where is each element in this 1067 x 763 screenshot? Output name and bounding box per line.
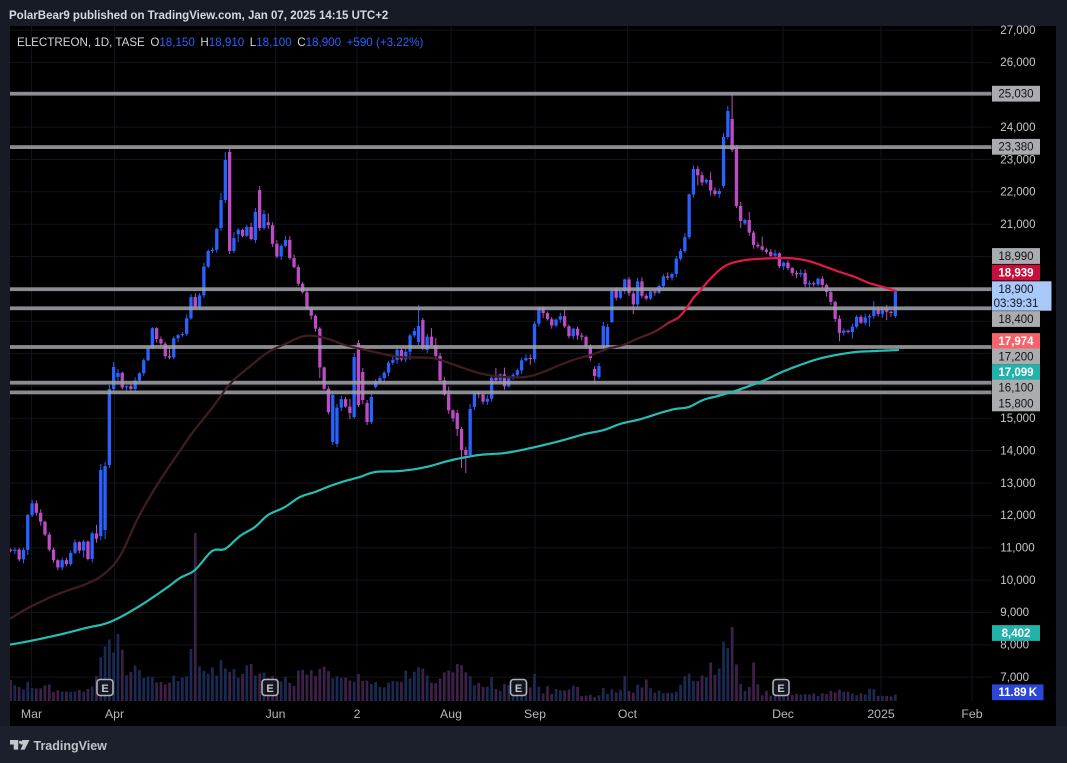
svg-text:17,099: 17,099 bbox=[998, 367, 1033, 379]
svg-text:Jun: Jun bbox=[266, 707, 286, 721]
svg-text:10,000: 10,000 bbox=[1000, 575, 1035, 587]
svg-text:26,000: 26,000 bbox=[1000, 57, 1035, 69]
svg-text:Oct: Oct bbox=[618, 707, 638, 721]
svg-text:23,000: 23,000 bbox=[1000, 154, 1035, 166]
svg-text:2025: 2025 bbox=[867, 707, 895, 721]
svg-text:Feb: Feb bbox=[961, 707, 982, 721]
svg-text:ELECTREON, 1D, TASE O18,150: ELECTREON, 1D, TASE O18,150 H18,910 L18,… bbox=[17, 36, 423, 49]
svg-text:15,800: 15,800 bbox=[998, 398, 1033, 410]
svg-text:17,974: 17,974 bbox=[998, 336, 1034, 348]
svg-text:11.89 K: 11.89 K bbox=[998, 687, 1037, 699]
svg-text:25,030: 25,030 bbox=[998, 89, 1033, 101]
svg-text:18,990: 18,990 bbox=[998, 251, 1033, 263]
svg-text:21,000: 21,000 bbox=[1000, 219, 1035, 231]
svg-text:2: 2 bbox=[354, 707, 361, 721]
svg-text:18,400: 18,400 bbox=[998, 314, 1033, 326]
svg-text:7,000: 7,000 bbox=[1000, 672, 1029, 684]
svg-text:23,380: 23,380 bbox=[998, 142, 1033, 154]
svg-text:24,000: 24,000 bbox=[1000, 122, 1035, 134]
svg-text:8,000: 8,000 bbox=[1000, 640, 1029, 652]
svg-text:18,900: 18,900 bbox=[998, 284, 1033, 296]
svg-text:E: E bbox=[266, 683, 273, 695]
svg-text:16,100: 16,100 bbox=[998, 383, 1033, 395]
svg-text:27,000: 27,000 bbox=[1000, 25, 1035, 37]
svg-text:TradingView: TradingView bbox=[34, 739, 108, 753]
svg-text:11,000: 11,000 bbox=[1000, 543, 1034, 555]
svg-text:8,402: 8,402 bbox=[1002, 628, 1031, 640]
svg-text:E: E bbox=[101, 683, 108, 695]
svg-text:Sep: Sep bbox=[524, 707, 546, 721]
svg-text:14,000: 14,000 bbox=[1000, 445, 1035, 457]
svg-text:13,000: 13,000 bbox=[1000, 478, 1035, 490]
svg-text:PolarBear9 published on Tradin: PolarBear9 published on TradingView.com,… bbox=[9, 10, 388, 22]
svg-text:Aug: Aug bbox=[440, 707, 462, 721]
svg-text:15,000: 15,000 bbox=[1000, 413, 1035, 425]
svg-text:Mar: Mar bbox=[21, 707, 42, 721]
svg-text:Dec: Dec bbox=[772, 707, 794, 721]
svg-text:E: E bbox=[515, 683, 522, 695]
svg-text:9,000: 9,000 bbox=[1000, 607, 1029, 619]
svg-text:17,200: 17,200 bbox=[998, 351, 1033, 363]
svg-text:Apr: Apr bbox=[105, 707, 124, 721]
svg-text:03:39:31: 03:39:31 bbox=[994, 298, 1039, 310]
svg-text:22,000: 22,000 bbox=[1000, 187, 1035, 199]
svg-text:12,000: 12,000 bbox=[1000, 510, 1035, 522]
svg-text:18,939: 18,939 bbox=[998, 268, 1033, 280]
svg-text:E: E bbox=[777, 683, 784, 695]
